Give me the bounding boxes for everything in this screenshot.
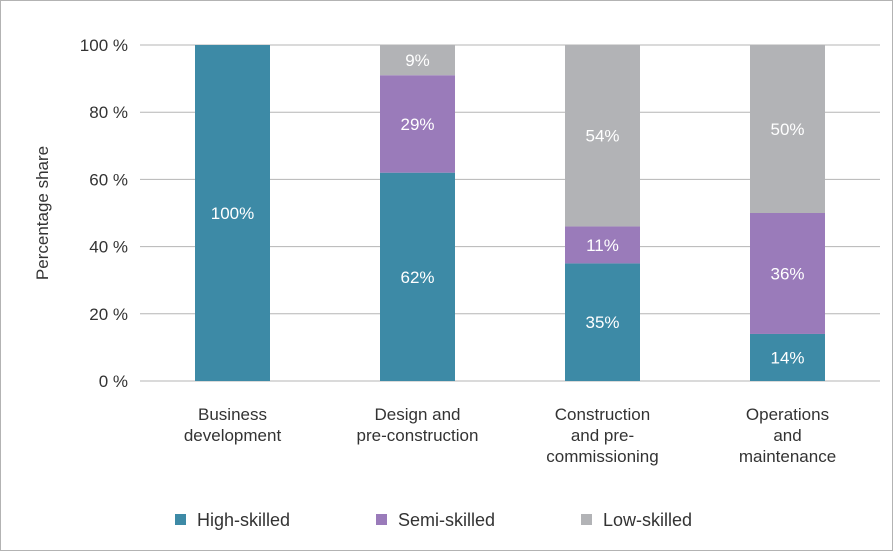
x-tick-label: Construction and pre-commissioning <box>546 405 658 466</box>
y-tick-label: 100 % <box>80 36 128 55</box>
y-tick-label: 40 % <box>89 238 128 257</box>
bar-segment <box>565 45 640 227</box>
data-label: 11% <box>586 236 619 255</box>
x-tick-label-line: and pre- <box>571 426 634 445</box>
x-tick-label: Design and pre-construction <box>357 405 479 445</box>
bar-segment <box>195 45 270 381</box>
x-tick-label-line: commissioning <box>546 447 658 466</box>
bar-segment <box>750 333 825 381</box>
x-tick-label-line: Construction <box>555 405 650 424</box>
x-tick-label: Business development <box>184 405 282 445</box>
y-axis: 0 % 20 % 40 % 60 % 80 % 100 % <box>80 36 128 391</box>
legend-label: Semi-skilled <box>398 510 495 530</box>
bar-segment <box>565 263 640 381</box>
y-axis-title: Percentage share <box>33 146 52 280</box>
bar-segment <box>750 45 825 213</box>
bar-segment <box>380 45 455 76</box>
data-label: 29% <box>400 115 434 134</box>
x-tick-label-line: Operations <box>746 405 829 424</box>
legend-label: High-skilled <box>197 510 290 530</box>
bar-segment <box>565 226 640 264</box>
bar-segment <box>750 213 825 334</box>
y-tick-label: 20 % <box>89 305 128 324</box>
data-label: 14% <box>770 348 804 367</box>
y-tick-label: 80 % <box>89 103 128 122</box>
data-label: 100% <box>211 204 254 223</box>
y-tick-label: 60 % <box>89 170 128 189</box>
x-tick-label-line: development <box>184 426 282 445</box>
data-label: 62% <box>400 268 434 287</box>
x-tick-label-line: maintenance <box>739 447 836 466</box>
legend-label: Low-skilled <box>603 510 692 530</box>
legend: High-skilled Semi-skilled Low-skilled <box>175 510 692 530</box>
x-axis: Business development Design and pre-constru… <box>184 405 836 466</box>
data-label: 36% <box>770 264 804 283</box>
x-tick-label-line: Business <box>198 405 267 424</box>
data-labels: 100% 62% 29% 9% 35% 11% 54% 14% 36% 50% <box>211 51 805 367</box>
data-label: 9% <box>405 51 430 70</box>
bar-segment <box>380 75 455 173</box>
bar-segment <box>380 172 455 381</box>
legend-swatch <box>581 514 592 525</box>
x-tick-label-line: pre-construction <box>357 426 479 445</box>
x-tick-label-line: and <box>773 426 801 445</box>
data-label: 50% <box>770 120 804 139</box>
data-label: 35% <box>585 313 619 332</box>
data-label: 54% <box>585 127 619 146</box>
x-tick-label-line: Design and <box>374 405 460 424</box>
x-tick-label: Operations and maintenance <box>739 405 836 466</box>
legend-swatch <box>376 514 387 525</box>
legend-swatch <box>175 514 186 525</box>
bars <box>195 45 825 381</box>
y-tick-label: 0 % <box>99 372 128 391</box>
